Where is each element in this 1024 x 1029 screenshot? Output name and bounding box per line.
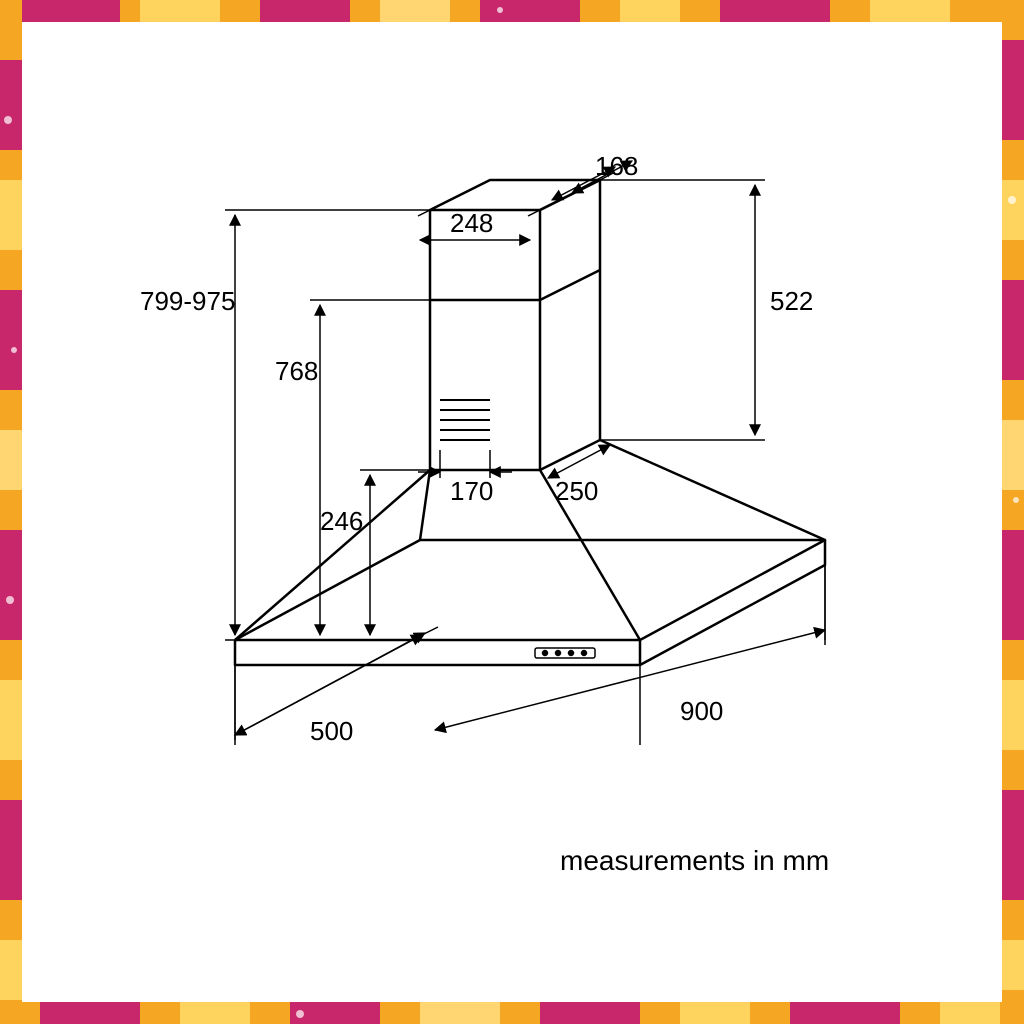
dim-depth-250: 250	[555, 476, 598, 506]
dim-height-246: 246	[320, 506, 363, 536]
dim-chimney-depth: 168	[595, 151, 638, 181]
dimension-lines	[225, 161, 828, 745]
diagram-svg: 248 168 799-975 768 246 522 170 250 500 …	[0, 0, 1024, 1024]
dim-height-522: 522	[770, 286, 813, 316]
units-caption: measurements in mm	[560, 845, 829, 876]
dim-width-900: 900	[680, 696, 723, 726]
cooker-hood-outline	[235, 180, 825, 665]
dim-depth-500: 500	[310, 716, 353, 746]
dim-height-768: 768	[275, 356, 318, 386]
dim-chimney-width: 248	[450, 208, 493, 238]
dim-total-height: 799-975	[140, 286, 235, 316]
decorative-border	[0, 0, 1024, 1024]
technical-diagram: 248 168 799-975 768 246 522 170 250 500 …	[0, 0, 1024, 1024]
dim-vent-170: 170	[450, 476, 493, 506]
